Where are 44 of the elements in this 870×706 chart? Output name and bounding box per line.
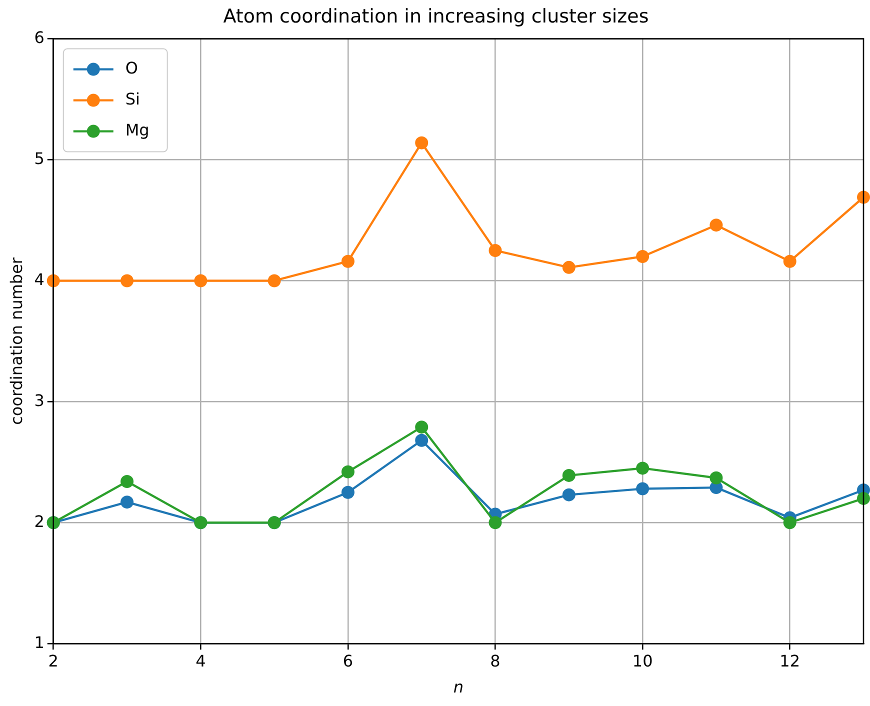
point — [120, 475, 134, 488]
point — [857, 190, 870, 204]
point — [562, 260, 576, 274]
chart-title: Atom coordination in increasing cluster sizes — [223, 5, 649, 28]
point — [46, 274, 60, 288]
point — [268, 274, 281, 288]
x-tick-label: 8 — [490, 651, 500, 670]
point — [120, 496, 134, 509]
x-tick-label: 4 — [196, 651, 206, 670]
x-tick-label: 10 — [632, 651, 653, 670]
point — [636, 250, 650, 264]
point — [488, 244, 502, 257]
point — [857, 492, 870, 505]
point — [341, 254, 354, 268]
x-tick-label: 2 — [48, 651, 58, 670]
x-tick-label: 6 — [342, 651, 354, 670]
y-tick-label: 6 — [34, 28, 44, 47]
point — [562, 468, 576, 482]
point — [415, 136, 428, 150]
y-tick-label: 1 — [34, 632, 44, 652]
y-tick-label: 2 — [34, 512, 44, 531]
legend-label: O — [125, 58, 138, 78]
point — [194, 274, 208, 288]
point — [710, 471, 723, 484]
point — [636, 482, 650, 496]
point — [488, 516, 502, 530]
point — [636, 462, 650, 475]
y-axis-title: coordination number — [6, 257, 26, 425]
point — [341, 486, 354, 499]
point — [783, 254, 796, 268]
point — [120, 274, 134, 288]
point — [415, 434, 428, 447]
legend-label: Mg — [125, 120, 150, 140]
y-tick-label: 5 — [34, 148, 44, 168]
legend-label: Si — [125, 89, 140, 108]
x-axis-title: n — [453, 678, 464, 697]
y-tick-label: 4 — [34, 270, 44, 289]
point — [415, 420, 428, 434]
point — [341, 465, 354, 478]
y-tick-label: 3 — [34, 390, 44, 410]
point — [710, 218, 723, 232]
point — [783, 516, 796, 530]
x-tick-label: 12 — [780, 651, 800, 670]
point — [562, 488, 576, 502]
